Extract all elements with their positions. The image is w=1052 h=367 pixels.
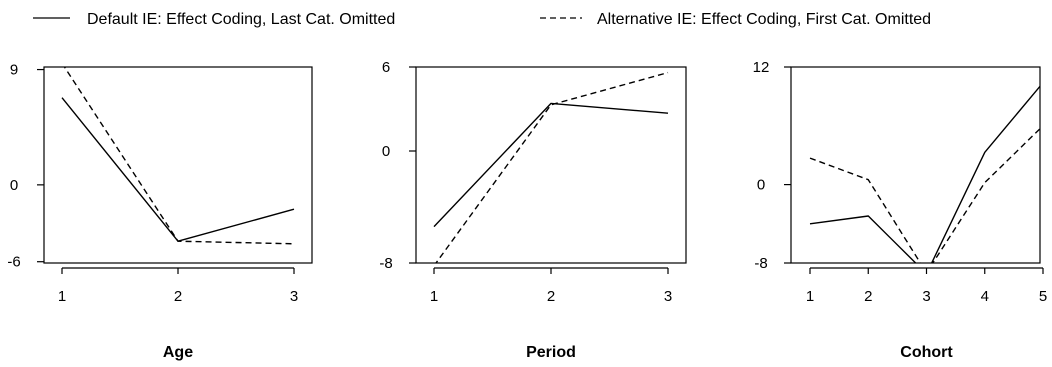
series-line-dashed [809,127,1040,263]
y-tick-label: -8 [379,255,392,272]
x-tick-label: 3 [664,288,672,305]
x-tick-label: 3 [922,288,930,305]
x-tick-label: 3 [290,288,298,305]
y-tick-label: -6 [7,254,20,271]
legend-label-default-ie: Default IE: Effect Coding, Last Cat. Omi… [87,11,395,28]
y-tick-label: 12 [753,59,770,76]
x-tick-label: 4 [981,288,989,305]
x-axis-label: Age [163,344,193,361]
x-tick-label: 2 [547,288,555,305]
series-group [61,67,295,245]
series-group [809,85,1040,263]
panel-age: 9 0 -6 1 2 3 Age [7,62,313,361]
panel-period: 6 0 -8 1 2 3 Period [379,59,687,361]
plot-frame [415,66,687,264]
x-tick-label: 2 [174,288,182,305]
y-tick-label: 6 [382,59,390,76]
y-tick-label: 0 [10,177,18,194]
x-tick-label: 2 [864,288,872,305]
x-tick-label: 1 [58,288,66,305]
series-line-solid [809,85,1040,263]
y-tick-label: 0 [382,143,390,160]
y-tick-label: -8 [754,255,767,272]
legend: Default IE: Effect Coding, Last Cat. Omi… [33,11,931,28]
y-tick-label: 0 [757,177,765,194]
x-axis-label: Period [526,344,576,361]
plot-frame [43,66,313,264]
series-line-dashed [63,67,295,245]
series-line-dashed [435,71,669,263]
series-line-solid [61,97,295,242]
x-tick-label: 1 [430,288,438,305]
x-tick-label: 5 [1039,288,1047,305]
series-group [433,71,669,263]
x-tick-label: 1 [806,288,814,305]
legend-label-alternative-ie: Alternative IE: Effect Coding, First Cat… [597,11,931,28]
y-tick-label: 9 [10,62,18,79]
series-line-solid [433,102,669,228]
legend-item-default-ie: Default IE: Effect Coding, Last Cat. Omi… [33,11,395,28]
x-axis-label: Cohort [900,344,953,361]
legend-item-alternative-ie: Alternative IE: Effect Coding, First Cat… [540,11,931,28]
